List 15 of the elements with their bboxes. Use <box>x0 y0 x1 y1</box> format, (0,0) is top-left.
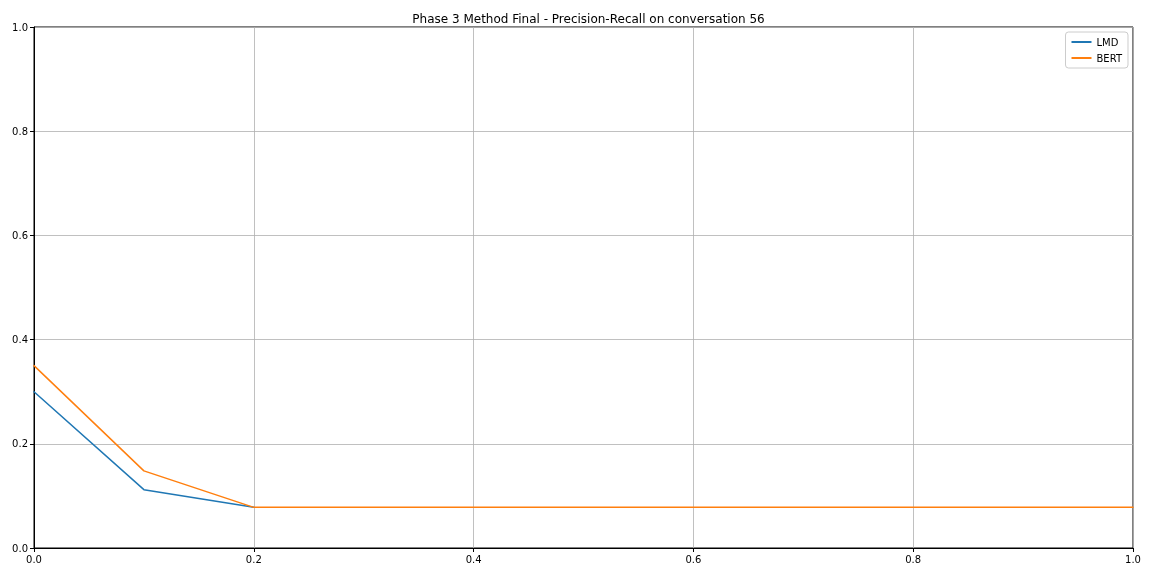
x-tick-label: 0.8 <box>905 553 922 565</box>
x-tick-label: 1.0 <box>1125 553 1141 565</box>
y-tick-label: 0.0 <box>12 542 28 554</box>
y-tick-label: 0.6 <box>12 229 28 241</box>
y-tick-label: 0.8 <box>12 125 28 137</box>
x-tick-label: 0.6 <box>685 553 702 565</box>
y-tick-label: 0.4 <box>12 334 28 346</box>
y-tick-label: 1.0 <box>12 21 28 33</box>
x-tick-label: 0.2 <box>245 553 262 565</box>
legend-label: LMD <box>1096 36 1119 48</box>
legend-label: BERT <box>1096 52 1123 64</box>
x-tick-label: 0.0 <box>26 553 42 565</box>
chart-title: Phase 3 Method Final - Precision-Recall on conversation 56 <box>412 12 765 26</box>
x-tick-label: 0.4 <box>465 553 482 565</box>
y-tick-label: 0.2 <box>12 438 28 450</box>
